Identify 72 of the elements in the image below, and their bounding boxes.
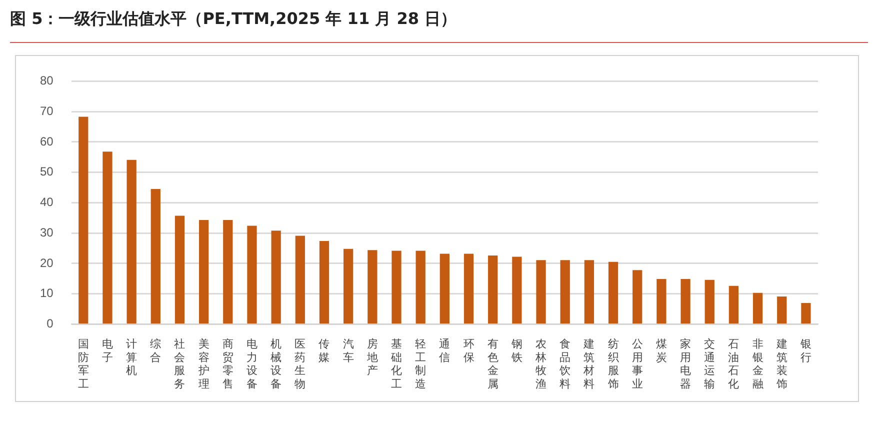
y-tick-label: 30: [40, 225, 54, 240]
x-tick-label: 非银金融: [751, 338, 764, 390]
bar: [728, 286, 739, 324]
bar: [223, 220, 233, 324]
x-tick-label: 通信: [439, 338, 450, 364]
bar: [440, 254, 450, 324]
x-tick-label: 美容护理: [197, 338, 210, 390]
x-tick-label: 煤炭: [656, 338, 667, 364]
bar: [126, 160, 136, 324]
bar: [584, 260, 594, 324]
y-tick-label: 80: [40, 74, 54, 88]
bar: [608, 262, 618, 324]
x-tick-label: 电力设备: [246, 338, 258, 390]
bar: [704, 280, 714, 324]
y-tick-label: 40: [40, 195, 54, 210]
x-tick-label: 公用事业: [632, 338, 643, 390]
bar: [295, 236, 305, 324]
bar: [78, 116, 88, 324]
x-tick-label: 社会服务: [174, 338, 186, 390]
x-tick-label: 汽车: [342, 338, 354, 364]
bar: [199, 220, 209, 324]
x-tick-label: 综合: [150, 338, 162, 364]
y-tick-label: 70: [40, 104, 54, 118]
bar: [319, 240, 330, 324]
x-tick-label: 纺织服饰: [606, 338, 619, 390]
bar: [368, 250, 378, 324]
bar: [801, 302, 811, 324]
bar: [174, 216, 185, 324]
bar: [536, 260, 546, 324]
y-tick-label: 20: [40, 256, 54, 270]
bar: [150, 189, 160, 324]
bar: [102, 152, 112, 324]
bar: [560, 260, 570, 324]
x-tick-label: 建筑装饰: [775, 338, 788, 390]
x-tick-label: 家用电器: [680, 338, 692, 390]
x-tick-label: 基础化工: [390, 338, 402, 390]
bar: [632, 270, 642, 324]
bar: [247, 226, 257, 324]
x-tick-label: 交通运输: [704, 338, 716, 390]
x-tick-label: 医药生物: [294, 338, 306, 390]
bar: [488, 256, 498, 324]
x-tick-label: 计算机: [126, 338, 138, 378]
bar: [512, 256, 522, 324]
x-tick-label: 轻工制造: [415, 338, 426, 390]
x-tick-label: 钢铁: [510, 338, 522, 364]
bar: [416, 250, 426, 324]
bar: [344, 248, 354, 324]
y-tick-label: 50: [40, 164, 54, 179]
x-tick-label: 银行: [799, 338, 812, 364]
bar: [656, 278, 666, 324]
x-tick-label: 农林牧渔: [534, 338, 547, 390]
bar: [271, 230, 281, 324]
x-tick-label: 房地产: [366, 338, 378, 378]
bar: [752, 292, 763, 324]
y-tick-label: 60: [40, 134, 54, 148]
bar: [392, 250, 402, 324]
chart-title: 图 5：一级行业估值水平（PE,TTM,2025 年 11 月 28 日）: [10, 4, 868, 43]
bar: [680, 278, 690, 324]
y-tick-label: 0: [46, 316, 54, 331]
x-tick-label: 石油石化: [728, 338, 740, 390]
x-tick-label: 商贸零售: [222, 338, 234, 390]
x-tick-label: 国防军工: [78, 338, 89, 390]
bar: [464, 254, 474, 324]
y-tick-label: 10: [40, 286, 54, 300]
bar: [777, 296, 787, 324]
x-tick-label: 有色金属: [487, 338, 498, 390]
x-tick-label: 环保: [463, 338, 474, 364]
x-tick-label: 电子: [102, 338, 113, 364]
x-tick-label: 食品饮料: [558, 338, 571, 390]
x-tick-label: 机械设备: [270, 338, 282, 390]
x-tick-label: 建筑材料: [582, 338, 595, 390]
x-tick-label: 传媒: [318, 338, 330, 364]
